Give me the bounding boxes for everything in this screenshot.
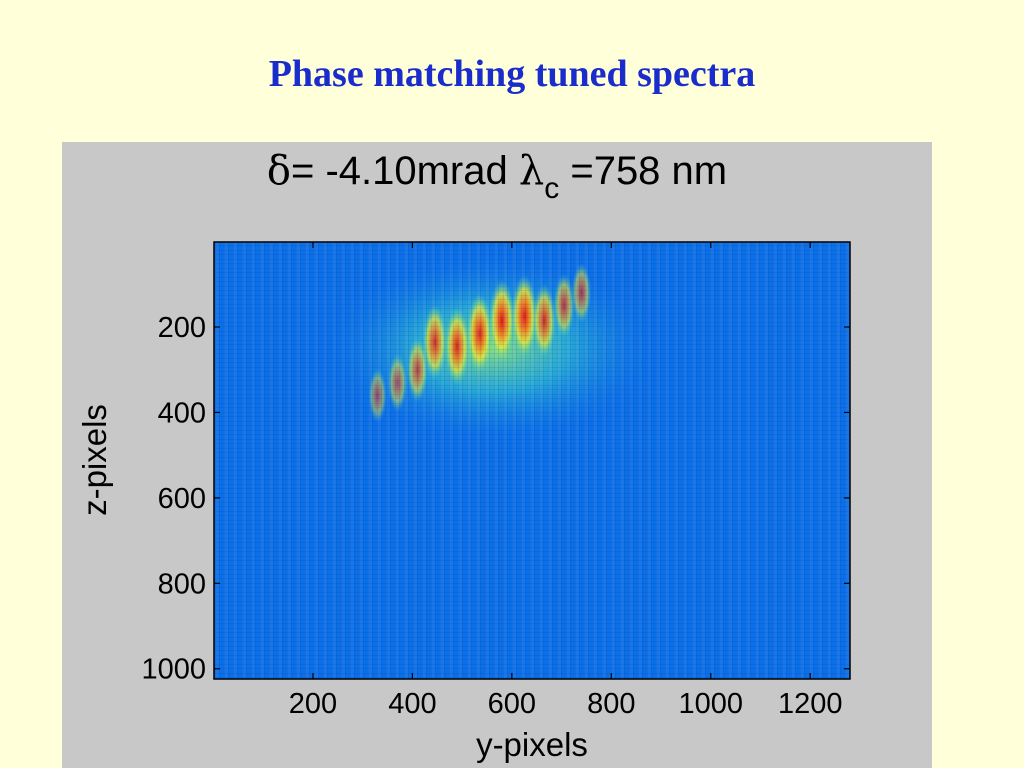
x-tick-label: 200	[289, 688, 337, 720]
delta-symbol: δ	[266, 148, 291, 194]
lambda-subscript: c	[544, 172, 560, 205]
x-tick-label: 1000	[679, 688, 744, 720]
y-tick-label: 1000	[141, 654, 206, 686]
x-ticks: 200 400 600 800 1000 1200	[289, 242, 843, 720]
y-ticks: 200 400 600 800 1000	[141, 312, 850, 686]
slide-title: Phase matching tuned spectra	[268, 53, 756, 95]
y-tick-label: 600	[158, 483, 206, 515]
x-tick-label: 800	[587, 688, 635, 720]
x-axis-label: y-pixels	[476, 726, 588, 763]
heatmap-chart: 200 400 600 800 1000 1200 200 400 600 800 1000 y-…	[76, 241, 851, 763]
y-tick-label: 200	[158, 312, 206, 344]
figure-panel: δ= -4.10mrad λc =758 nm 200 400 600 800 1000…	[62, 142, 932, 768]
x-tick-label: 1200	[778, 688, 843, 720]
plot-title: δ= -4.10mrad λc =758 nm	[62, 148, 932, 206]
y-tick-label: 400	[158, 397, 206, 429]
x-tick-label: 400	[388, 688, 436, 720]
y-axis-label: z-pixels	[76, 404, 113, 516]
lambda-value: =758 nm	[559, 149, 728, 193]
delta-value: = -4.10mrad	[290, 149, 519, 193]
x-tick-label: 600	[488, 688, 536, 720]
y-tick-label: 800	[158, 568, 206, 600]
grid-texture	[214, 242, 850, 679]
lambda-symbol: λ	[518, 148, 545, 194]
plot-frame	[213, 241, 851, 680]
plot-area	[214, 242, 850, 679]
